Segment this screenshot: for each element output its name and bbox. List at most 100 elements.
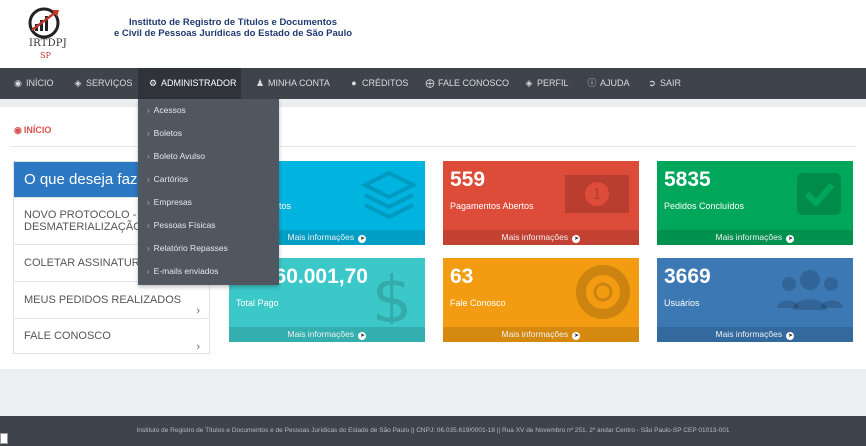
nav-fale-conosco[interactable]: ⨁ FALE CONOSCO	[417, 68, 513, 99]
nav-administrador[interactable]: ⚙ ADMINISTRADOR	[138, 68, 241, 99]
site-header: IRTDPJ SP Instituto de Registro de Títul…	[0, 0, 866, 68]
sign-out-icon: ➲	[648, 78, 656, 88]
dashboard-icon: ◉	[14, 78, 22, 88]
dropdown-item-label: Relatório Repasses	[153, 243, 228, 253]
dropdown-item-label: Boletos	[153, 128, 183, 138]
dropdown-item-label: Cartórios	[153, 174, 189, 184]
tile-value: 3669	[664, 265, 711, 288]
tile-label: Pedidos Concluídos	[664, 201, 745, 211]
dropdown-item-boleto-avulso[interactable]: › Boleto Avulso	[138, 145, 279, 168]
more-info-link[interactable]: Mais informações ➤	[229, 327, 425, 342]
layers-icon	[361, 170, 417, 220]
nav-label: ADMINISTRADOR	[161, 78, 237, 88]
org-title-line1: Instituto de Registro de Títulos e Docum…	[129, 17, 337, 28]
gear-icon: ⚙	[148, 78, 158, 88]
tile-value: 5835	[664, 168, 711, 191]
chevron-right-icon: ›	[147, 175, 150, 184]
chevron-right-icon: ›	[147, 244, 150, 253]
dropdown-item-pessoas-fisicas[interactable]: › Pessoas Físicas	[138, 214, 279, 237]
nav-sair[interactable]: ➲ SAIR	[640, 68, 690, 99]
nav-inicio[interactable]: ◉ INÍCIO	[6, 68, 58, 99]
users-icon	[777, 270, 843, 310]
action-fale-conosco[interactable]: FALE CONOSCO ›	[14, 318, 209, 354]
dropdown-item-cartorios[interactable]: › Cartórios	[138, 168, 279, 191]
org-title: Instituto de Registro de Títulos e Docum…	[83, 17, 383, 39]
tile-pedidos-concluidos: 5835 Pedidos Concluídos Mais informações…	[657, 161, 853, 245]
nav-label: SAIR	[660, 78, 682, 88]
tile-pagamentos-abertos: 1 559 Pagamentos Abertos Mais informaçõe…	[443, 161, 639, 245]
more-info-link[interactable]: Mais informações ➤	[443, 327, 639, 342]
dropdown-item-label: Acessos	[153, 105, 186, 115]
chevron-right-icon: ›	[147, 198, 150, 207]
dropdown-item-label: Pessoas Físicas	[153, 220, 216, 230]
user-icon: ♟	[255, 78, 265, 88]
irtdpj-logo[interactable]	[26, 6, 66, 62]
site-footer: Instituto de Registro de Títulos e Docum…	[0, 416, 866, 446]
action-label-line1: NOVO PROTOCOLO -	[24, 209, 137, 221]
tile-fale-conosco: 63 Fale Conosco Mais informações ➤	[443, 258, 639, 342]
tile-value: 559	[450, 168, 486, 191]
lifebuoy-icon	[576, 265, 630, 319]
chevron-right-icon: ›	[196, 305, 200, 317]
tile-label: Total Pago	[236, 298, 279, 308]
action-meus-pedidos[interactable]: MEUS PEDIDOS REALIZADOS ›	[14, 281, 209, 318]
more-info-link[interactable]: Mais informações ➤	[443, 230, 639, 245]
dashboard-icon: ◉	[14, 125, 22, 135]
action-coletar-assinatura[interactable]: COLETAR ASSINATURA	[14, 244, 209, 281]
info-icon: ⓘ	[587, 78, 597, 88]
nav-label: FALE CONOSCO	[438, 78, 510, 88]
nav-ajuda[interactable]: ⓘ AJUDA	[580, 68, 636, 99]
chevron-right-icon: ›	[147, 106, 150, 115]
chevron-right-icon: ›	[147, 129, 150, 138]
breadcrumb-label: INÍCIO	[23, 125, 52, 135]
nav-label: SERVIÇOS	[86, 78, 133, 88]
logo-emblem-icon	[28, 7, 60, 39]
layers-icon: ◈	[74, 78, 82, 88]
arrow-circle-right-icon: ➤	[358, 332, 367, 340]
org-title-line2: e Civil de Pessoas Jurídicas do Estado d…	[113, 28, 353, 39]
arrow-circle-right-icon: ➤	[786, 332, 795, 340]
tile-label: Pagamentos Abertos	[450, 201, 534, 211]
dropdown-item-acessos[interactable]: › Acessos	[138, 99, 279, 122]
tile-value: 63	[450, 265, 474, 288]
main-nav: ◉ INÍCIO ◈ SERVIÇOS ⚙ ADMINISTRADOR ♟ MINHA …	[0, 68, 866, 99]
more-info-link[interactable]: Mais informações ➤	[657, 327, 853, 342]
logo-text: IRTDPJ	[29, 38, 67, 49]
admin-dropdown-menu: › Acessos › Boletos › Boleto Avulso › Cartór…	[138, 99, 279, 285]
page-corner-widget[interactable]	[0, 433, 8, 444]
nav-servicos[interactable]: ◈ SERVIÇOS	[66, 68, 138, 99]
more-info-label: Mais informações	[501, 329, 569, 339]
nav-label: CRÉDITOS	[362, 78, 409, 88]
dropdown-item-emails-enviados[interactable]: › E-mails enviados	[138, 260, 279, 283]
tile-label: Usuários	[664, 298, 700, 308]
arrow-circle-right-icon: ➤	[572, 235, 581, 243]
tile-usuarios: 3669 Usuários Mais informações ➤	[657, 258, 853, 342]
nav-minha-conta[interactable]: ♟ MINHA CONTA	[247, 68, 335, 99]
more-info-label: Mais informações	[287, 232, 355, 242]
dollar-icon: $	[372, 264, 413, 324]
action-label-line2: DESMATERIALIZAÇÃO	[24, 221, 142, 233]
layers-icon: ◈	[525, 78, 533, 88]
nav-perfil[interactable]: ◈ PERFIL	[516, 68, 576, 99]
footer-text: Instituto de Registro de Títulos e Docum…	[136, 427, 730, 434]
check-square-icon	[797, 173, 841, 215]
chevron-right-icon: ›	[147, 221, 150, 230]
dropdown-item-label: Empresas	[153, 197, 192, 207]
more-info-link[interactable]: Mais informações ➤	[657, 230, 853, 245]
dropdown-item-relatorio-repasses[interactable]: › Relatório Repasses	[138, 237, 279, 260]
action-novo-protocolo[interactable]: NOVO PROTOCOLO - DESMATERIALIZAÇÃO	[14, 197, 209, 244]
dropdown-item-empresas[interactable]: › Empresas	[138, 191, 279, 214]
nav-creditos[interactable]: ● CRÉDITOS	[341, 68, 411, 99]
action-label: COLETAR ASSINATURA	[24, 257, 148, 269]
dropdown-item-label: Boleto Avulso	[153, 151, 206, 161]
svg-text:$: $	[372, 264, 413, 324]
breadcrumb[interactable]: ◉ INÍCIO	[14, 125, 51, 136]
arrow-circle-right-icon: ➤	[572, 332, 581, 340]
more-info-label: Mais informações	[501, 232, 569, 242]
arrow-circle-right-icon: ➤	[786, 235, 795, 243]
tile-value: .860.001,70	[257, 265, 368, 288]
dropdown-item-boletos[interactable]: › Boletos	[138, 122, 279, 145]
more-info-label: Mais informações	[715, 232, 783, 242]
action-label: FALE CONOSCO	[24, 330, 111, 342]
lifebuoy-icon: ⨁	[425, 78, 435, 88]
